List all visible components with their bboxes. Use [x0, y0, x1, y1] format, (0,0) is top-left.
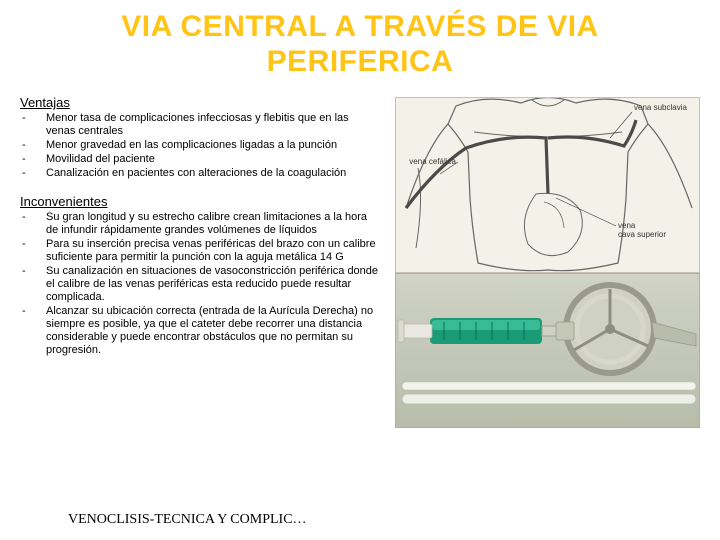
bullet: -	[20, 238, 46, 264]
content-area: Ventajas - Menor tasa de complicaciones …	[0, 85, 720, 428]
list-item: - Menor gravedad en las complicaciones l…	[20, 139, 381, 152]
bullet: -	[20, 211, 46, 237]
list-text: Menor gravedad en las complicaciones lig…	[46, 139, 381, 152]
inconvenientes-list: - Su gran longitud y su estrecho calibre…	[20, 211, 381, 357]
bullet: -	[20, 112, 46, 138]
list-text: Su canalización en situaciones de vasoco…	[46, 265, 381, 304]
bullet: -	[20, 305, 46, 357]
list-text: Alcanzar su ubicación correcta (entrada …	[46, 305, 381, 357]
text-column: Ventajas - Menor tasa de complicaciones …	[20, 95, 385, 428]
image-column: vena subclavia vena cefálica venacava su…	[395, 95, 700, 428]
label-vena-cava: venacava superior	[618, 221, 666, 239]
list-text: Movilidad del paciente	[46, 153, 381, 166]
label-vena-subclavia: vena subclavia	[634, 103, 687, 112]
inconvenientes-heading: Inconvenientes	[20, 194, 381, 209]
list-item: - Para su inserción precisa venas perifé…	[20, 238, 381, 264]
list-text: Su gran longitud y su estrecho calibre c…	[46, 211, 381, 237]
list-item: - Alcanzar su ubicación correcta (entrad…	[20, 305, 381, 357]
ventajas-heading: Ventajas	[20, 95, 381, 110]
list-item: - Su canalización en situaciones de vaso…	[20, 265, 381, 304]
bullet: -	[20, 167, 46, 180]
list-item: - Movilidad del paciente	[20, 153, 381, 166]
list-item: - Su gran longitud y su estrecho calibre…	[20, 211, 381, 237]
list-item: - Menor tasa de complicaciones infeccios…	[20, 112, 381, 138]
slide-title: VIA CENTRAL A TRAVÉS DE VIA PERIFERICA	[0, 0, 720, 85]
bullet: -	[20, 265, 46, 304]
list-text: Menor tasa de complicaciones infecciosas…	[46, 112, 381, 138]
bullet: -	[20, 139, 46, 152]
catheter-kit-photo	[395, 273, 700, 428]
anatomy-diagram: vena subclavia vena cefálica venacava su…	[395, 97, 700, 273]
list-item: - Canalización en pacientes con alteraci…	[20, 167, 381, 180]
label-vena-cefalica: vena cefálica	[409, 157, 456, 166]
list-text: Para su inserción precisa venas periféri…	[46, 238, 381, 264]
ventajas-list: - Menor tasa de complicaciones infeccios…	[20, 112, 381, 180]
footer-text: VENOCLISIS-TECNICA Y COMPLIC…	[68, 512, 307, 528]
list-text: Canalización en pacientes con alteracion…	[46, 167, 381, 180]
bullet: -	[20, 153, 46, 166]
